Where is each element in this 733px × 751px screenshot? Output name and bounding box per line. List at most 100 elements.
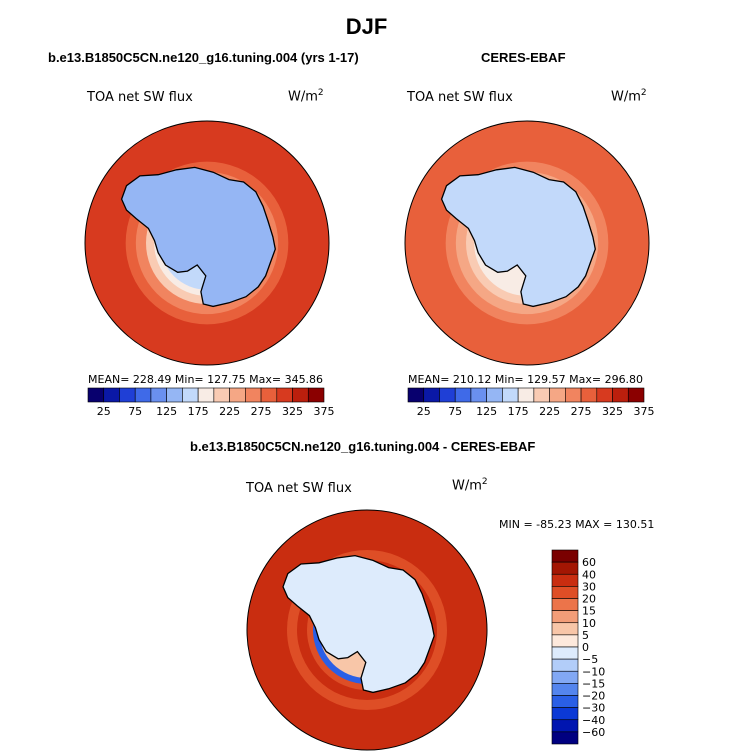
obs-variable-label: TOA net SW flux — [407, 90, 513, 105]
model-colorbar-box — [103, 387, 120, 403]
difference-colorbar-tick: 0 — [582, 641, 589, 654]
difference-colorbar-box — [551, 731, 579, 745]
model-colorbar-tick: 325 — [282, 405, 303, 418]
model-colorbar-tick: 175 — [188, 405, 209, 418]
obs-colorbar-tick: 225 — [539, 405, 560, 418]
difference-colorbar-tick: −10 — [582, 665, 605, 678]
obs-stats: MEAN= 210.12 Min= 129.57 Max= 296.80 — [408, 373, 644, 386]
obs-colorbar-box — [565, 387, 582, 403]
obs-colorbar-box — [627, 387, 645, 403]
difference-colorbar-tick: 15 — [582, 605, 596, 618]
model-variable-label: TOA net SW flux — [87, 90, 193, 105]
obs-colorbar-box — [470, 387, 487, 403]
diff-panel-title: b.e13.B1850C5CN.ne120_g16.tuning.004 - C… — [190, 439, 536, 454]
difference-colorbar-box — [551, 670, 579, 684]
model-stats: MEAN= 228.49 Min= 127.75 Max= 345.86 — [88, 373, 324, 386]
model-colorbar-tick: 25 — [97, 405, 111, 418]
difference-colorbar-tick: −15 — [582, 677, 605, 690]
obs-units-text: W/m — [611, 89, 641, 105]
diff-stats: MIN = -85.23 MAX = 130.51 — [499, 518, 655, 531]
obs-colorbar-tick: 25 — [417, 405, 431, 418]
model-colorbar-tick: 275 — [251, 405, 272, 418]
model-colorbar-box — [119, 387, 136, 403]
obs-colorbar-box — [486, 387, 503, 403]
obs-units-label: W/m2 — [611, 88, 647, 104]
difference-colorbar-box — [551, 683, 579, 696]
difference-colorbar-tick: 20 — [582, 593, 596, 606]
difference-colorbar-box — [551, 610, 579, 624]
difference-colorbar-box — [551, 586, 579, 599]
difference-colorbar-box — [551, 646, 579, 660]
difference-colorbar-box — [551, 622, 579, 636]
model-colorbar-tick: 75 — [128, 405, 142, 418]
model-colorbar-tick: 225 — [219, 405, 240, 418]
obs-colorbar-box — [407, 387, 425, 403]
model-colorbar-box — [276, 387, 293, 403]
model-colorbar-box — [87, 387, 105, 403]
difference-colorbar-tick: 5 — [582, 629, 589, 642]
model-colorbar-box — [197, 387, 215, 403]
model-colorbar-box — [245, 387, 262, 403]
model-units-exponent: 2 — [317, 88, 324, 98]
model-units-text: W/m — [288, 89, 318, 105]
obs-colorbar-box — [596, 387, 613, 403]
difference-colorbar-box — [551, 719, 579, 733]
obs-units-exponent: 2 — [640, 88, 647, 98]
obs-colorbar-box — [454, 387, 472, 403]
difference-colorbar-tick: 40 — [582, 568, 596, 581]
model-colorbar-tick: 375 — [314, 405, 335, 418]
model-panel-title: b.e13.B1850C5CN.ne120_g16.tuning.004 (yr… — [48, 50, 359, 65]
model-colorbar-box — [213, 387, 230, 403]
difference-colorbar-tick: −60 — [582, 726, 605, 739]
difference-colorbar-box — [551, 634, 579, 648]
obs-colorbar-tick: 375 — [634, 405, 655, 418]
model-map-border — [84, 120, 330, 366]
model-colorbar-box — [166, 387, 183, 403]
difference-continent — [282, 554, 435, 694]
model-colorbar-box — [292, 387, 309, 403]
obs-colorbar-tick: 325 — [602, 405, 623, 418]
difference-map-border — [246, 509, 488, 751]
diff-units-text: W/m — [452, 478, 482, 494]
model-colorbar-box — [182, 387, 199, 403]
model-units-label: W/m2 — [288, 88, 324, 104]
difference-map — [246, 509, 488, 751]
model-colorbar-box — [229, 387, 246, 403]
difference-colorbar-box — [551, 598, 579, 611]
difference-colorbar-tick: −20 — [582, 690, 605, 703]
difference-map-fill — [247, 510, 487, 750]
difference-colorbar-box — [551, 573, 579, 587]
obs-colorbar-box — [549, 387, 566, 403]
model-colorbar-box — [260, 387, 278, 403]
obs-map-border — [404, 120, 650, 366]
difference-colorbar-tick: 10 — [582, 617, 596, 630]
difference-colorbar-tick: −40 — [582, 714, 605, 727]
obs-colorbar-box — [580, 387, 598, 403]
obs-colorbar-tick: 125 — [476, 405, 497, 418]
obs-continent — [440, 166, 596, 308]
obs-colorbar-box — [423, 387, 440, 403]
figure-title: DJF — [345, 14, 388, 39]
diff-units-exponent: 2 — [481, 477, 488, 487]
difference-colorbar-box — [551, 707, 579, 721]
obs-colorbar-box — [502, 387, 519, 403]
difference-colorbar-tick: −5 — [582, 653, 598, 666]
difference-colorbar-tick: 60 — [582, 556, 596, 569]
obs-colorbar-box — [612, 387, 629, 403]
difference-colorbar-tick: 30 — [582, 580, 596, 593]
obs-map — [404, 120, 650, 366]
obs-colorbar-tick: 175 — [508, 405, 529, 418]
model-colorbar-tick: 125 — [156, 405, 177, 418]
model-colorbar-box — [134, 387, 152, 403]
obs-colorbar-box — [517, 387, 535, 403]
difference-colorbar-box — [551, 695, 579, 708]
diff-units-label: W/m2 — [452, 477, 488, 493]
model-colorbar-box — [150, 387, 167, 403]
obs-map-fill — [405, 121, 649, 365]
difference-colorbar-box — [551, 549, 579, 563]
obs-colorbar-tick: 275 — [571, 405, 592, 418]
difference-colorbar-box — [551, 658, 579, 672]
